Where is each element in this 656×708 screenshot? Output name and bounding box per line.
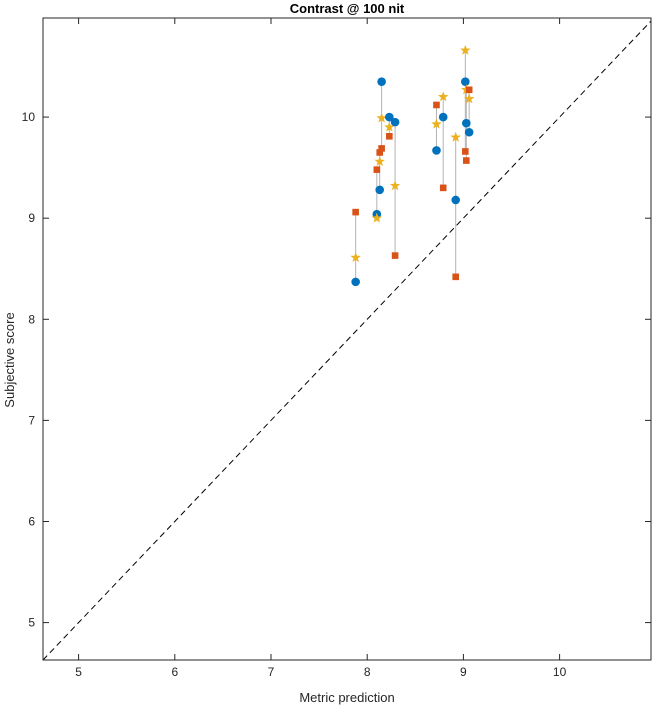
chart-title: Contrast @ 100 nit bbox=[290, 1, 405, 16]
y-tick-label: 9 bbox=[28, 211, 35, 225]
data-point-circle bbox=[461, 118, 471, 128]
x-tick-label: 5 bbox=[75, 665, 82, 679]
identity-line bbox=[42, 20, 652, 661]
data-point-star bbox=[463, 93, 475, 104]
data-point-circle bbox=[438, 112, 448, 122]
data-point-circle bbox=[464, 127, 474, 137]
data-point-star bbox=[376, 112, 387, 123]
data-point-square bbox=[391, 252, 399, 259]
data-point-square bbox=[462, 148, 469, 155]
x-tick-label: 7 bbox=[268, 665, 275, 679]
x-axis-label: Metric prediction bbox=[299, 690, 394, 705]
data-point-star bbox=[389, 180, 401, 191]
data-point-circle bbox=[351, 277, 360, 287]
x-tick-label: 10 bbox=[553, 665, 567, 679]
data-point-circle bbox=[451, 195, 461, 205]
data-point-star bbox=[437, 91, 449, 102]
data-point-square bbox=[352, 208, 359, 216]
y-tick-label: 10 bbox=[22, 110, 36, 124]
x-tick-label: 8 bbox=[364, 665, 371, 679]
axes-box bbox=[42, 17, 652, 661]
data-point-star bbox=[350, 252, 361, 263]
y-tick-label: 8 bbox=[28, 312, 35, 326]
data-point-star bbox=[460, 44, 471, 55]
data-point-square bbox=[433, 101, 440, 109]
data-point-circle bbox=[461, 77, 470, 86]
data-point-square bbox=[452, 273, 460, 281]
y-tick-label: 7 bbox=[28, 413, 35, 427]
data-point-circle bbox=[385, 112, 394, 122]
data-point-star bbox=[374, 156, 385, 167]
y-tick-label: 6 bbox=[28, 514, 35, 528]
data-point-star bbox=[450, 131, 461, 142]
data-point-star bbox=[384, 121, 395, 132]
data-point-circle bbox=[377, 77, 386, 86]
y-tick-label: 5 bbox=[28, 616, 35, 630]
x-tick-label: 6 bbox=[171, 665, 178, 679]
y-axis-label: Subjective score bbox=[2, 312, 17, 407]
data-point-square bbox=[465, 86, 473, 94]
x-tick-label: 9 bbox=[460, 665, 467, 679]
plot-area: 5 6 7 8 9 10 5 6 7 8 9 10 bbox=[22, 17, 652, 679]
data-point-square bbox=[439, 184, 447, 192]
data-point-circle bbox=[390, 117, 400, 127]
data-point-square bbox=[386, 132, 393, 140]
data-point-square bbox=[373, 166, 381, 173]
data-point-square bbox=[462, 157, 470, 164]
data-point-square bbox=[378, 145, 385, 152]
data-point-circle bbox=[375, 185, 385, 195]
data-point-star bbox=[371, 212, 383, 223]
data-point-square bbox=[376, 149, 384, 156]
data-point-circle bbox=[432, 146, 441, 155]
data-point-star bbox=[431, 118, 442, 129]
